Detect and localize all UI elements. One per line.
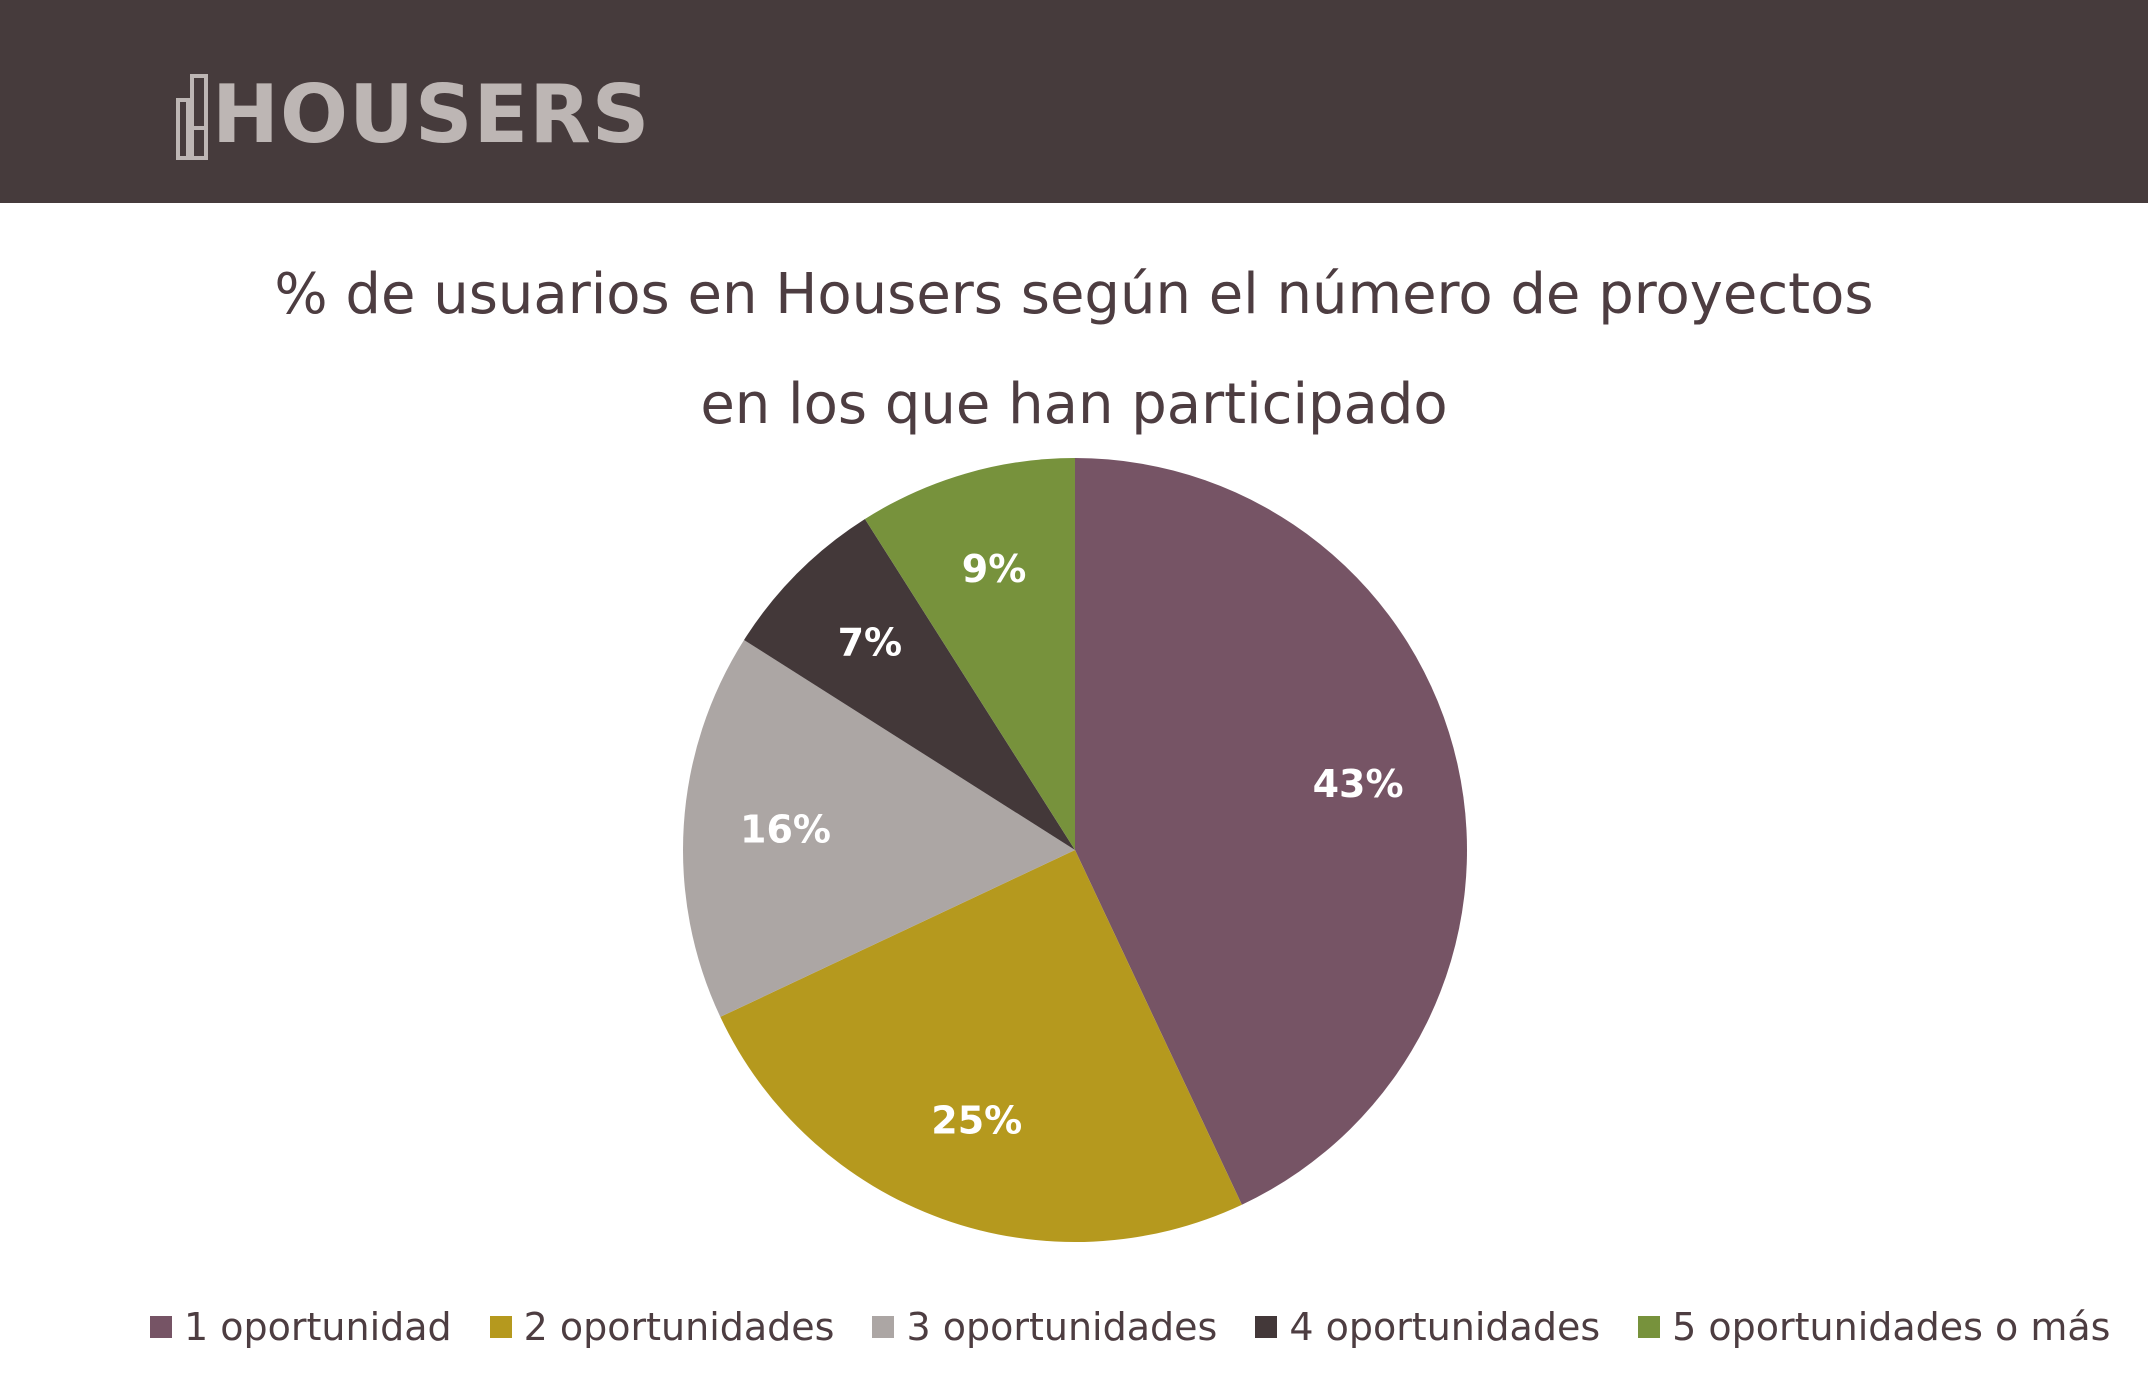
pie-slice-1 [1075,458,1467,1205]
legend-swatch-2 [489,1316,512,1338]
chart-title-line-1: % de usuarios en Housers según el número… [274,262,1874,327]
legend-item-5: 5 oportunidades o más [1638,1305,2110,1349]
legend-label-1: 1 oportunidad [184,1305,452,1349]
pie-data-label-2: 25% [931,1098,1022,1142]
pie-slice-3 [683,639,1075,1017]
chart-title: % de usuarios en Housers según el número… [0,240,2148,460]
legend-item-1: 1 oportunidad [150,1305,452,1349]
legend-label-4: 4 oportunidades [1289,1305,1601,1349]
pie-chart: 43% 25% 16% 7% 9% [660,445,1480,1269]
legend-swatch-1 [150,1316,172,1338]
pie-data-label-1: 43% [1313,762,1404,806]
chart-legend: 1 oportunidad 2 oportunidades 3 oportunida… [150,1305,2110,1349]
pie-slice-4 [744,519,1075,850]
pie-data-label-3: 16% [740,807,831,851]
header-bar: HOUSERS [0,0,2148,203]
legend-swatch-4 [1255,1316,1278,1338]
legend-swatch-3 [872,1316,895,1338]
legend-item-2: 2 oportunidades [489,1305,835,1349]
legend-swatch-5 [1638,1316,1661,1338]
legend-label-5: 5 oportunidades o más [1672,1305,2111,1349]
legend-label-2: 2 oportunidades [523,1305,835,1349]
logo-text: HOUSERS [212,68,651,161]
housers-logo: HOUSERS [176,50,650,160]
legend-item-3: 3 oportunidades [872,1305,1217,1349]
pie-slice-5 [864,458,1075,850]
legend-item-4: 4 oportunidades [1255,1305,1600,1349]
pie-data-label-4: 7% [838,620,903,664]
pie-slice-2 [720,850,1242,1242]
pie-data-label-5: 9% [962,547,1027,591]
pie-chart-svg: 43% 25% 16% 7% 9% [683,458,1467,1242]
legend-label-3: 3 oportunidades [906,1305,1218,1349]
chart-title-line-2: en los que han participado [700,372,1448,437]
building-icon [176,72,210,160]
